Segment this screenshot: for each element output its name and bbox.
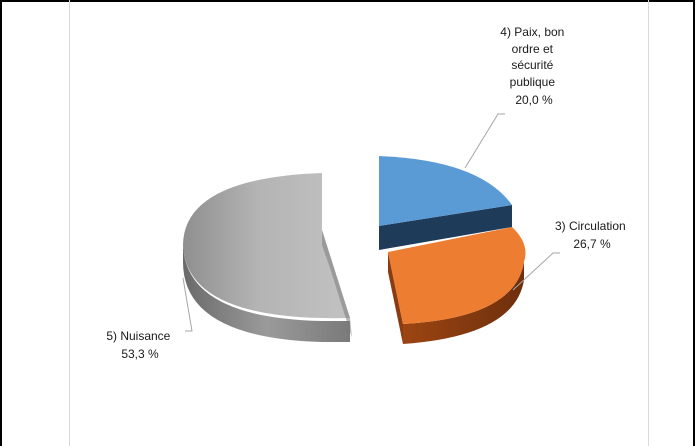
slice-circulation-side: [403, 262, 524, 344]
slice-paix: [379, 156, 512, 250]
leader-line-nuisance: [182, 277, 193, 332]
leader-line-circulation: [512, 252, 560, 291]
slice-circulation-edge: [388, 252, 403, 344]
label-nuisance: 5) Nuisance 53,3 %: [106, 329, 173, 361]
leader-line-paix: [464, 113, 505, 169]
slice-paix-face: [379, 156, 512, 226]
slice-circulation-face: [388, 227, 526, 324]
slice-circulation: [388, 227, 526, 344]
label-paix: 4) Paix, bon ordre et sécurité publique …: [500, 25, 567, 107]
slice-nuisance-side: [183, 242, 350, 342]
slice-nuisance: [183, 173, 352, 342]
slice-paix-side: [379, 205, 512, 250]
label-circulation: 3) Circulation 26,7 %: [555, 219, 629, 251]
slice-nuisance-inner: [322, 173, 352, 338]
slice-nuisance-face: [183, 173, 350, 319]
chart-area: [69, 0, 649, 446]
